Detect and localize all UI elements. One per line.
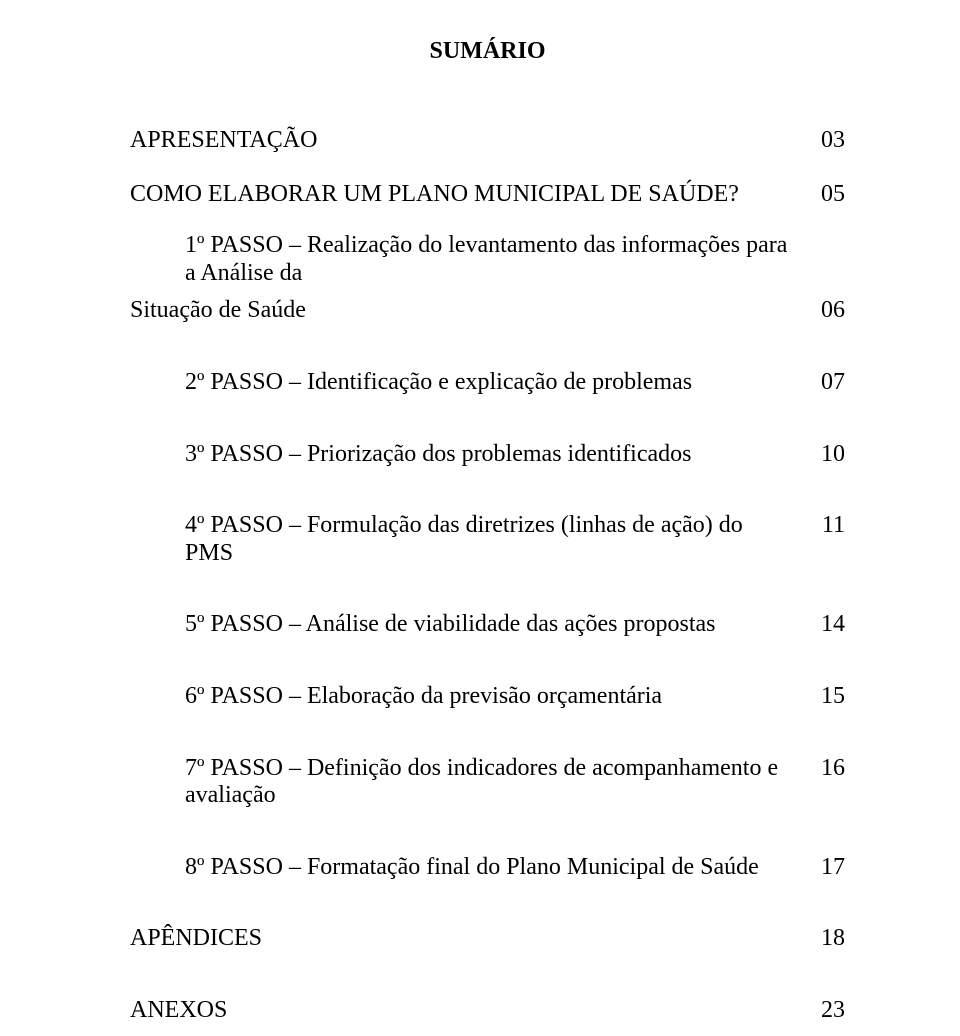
toc-entries: APRESENTAÇÃO 03 COMO ELABORAR UM PLANO M… <box>130 127 845 1025</box>
toc-entry: 3º PASSO – Priorização dos problemas ide… <box>130 441 845 469</box>
toc-heading: SUMÁRIO <box>130 38 845 65</box>
toc-entry: ANEXOS 23 <box>130 997 845 1025</box>
toc-entry-label: 2º PASSO – Identificação e explicação de… <box>130 369 815 397</box>
toc-entry-page: 14 <box>815 611 845 639</box>
toc-entry: APRESENTAÇÃO 03 <box>130 127 845 155</box>
toc-entry-label: 4º PASSO – Formulação das diretrizes (li… <box>130 512 815 567</box>
toc-entry-page: 16 <box>815 755 845 783</box>
toc-entry-page: 06 <box>815 297 845 325</box>
toc-entry: 5º PASSO – Análise de viabilidade das aç… <box>130 611 845 639</box>
toc-entry-page: 05 <box>815 181 845 209</box>
toc-entry-label: APÊNDICES <box>130 925 815 953</box>
toc-entry: 7º PASSO – Definição dos indicadores de … <box>130 755 845 810</box>
toc-entry: 6º PASSO – Elaboração da previsão orçame… <box>130 683 845 711</box>
toc-entry-line2: Situação de Saúde 06 <box>130 297 845 325</box>
toc-entry: COMO ELABORAR UM PLANO MUNICIPAL DE SAÚD… <box>130 181 845 209</box>
toc-entry-label: 7º PASSO – Definição dos indicadores de … <box>130 755 815 810</box>
toc-entry-label: 6º PASSO – Elaboração da previsão orçame… <box>130 683 815 711</box>
toc-entry-label: 1º PASSO – Realização do levantamento da… <box>130 232 815 287</box>
toc-entry-page: 11 <box>815 512 845 540</box>
toc-entry-page: 03 <box>815 127 845 155</box>
toc-entry-label: APRESENTAÇÃO <box>130 127 815 155</box>
toc-entry-label: 8º PASSO – Formatação final do Plano Mun… <box>130 854 815 882</box>
toc-entry: APÊNDICES 18 <box>130 925 845 953</box>
toc-entry-label: 3º PASSO – Priorização dos problemas ide… <box>130 441 815 469</box>
toc-entry: 8º PASSO – Formatação final do Plano Mun… <box>130 854 845 882</box>
toc-entry-line1: 1º PASSO – Realização do levantamento da… <box>130 232 845 287</box>
toc-entry-label: 5º PASSO – Análise de viabilidade das aç… <box>130 611 815 639</box>
toc-entry-page: 07 <box>815 369 845 397</box>
toc-entry: 2º PASSO – Identificação e explicação de… <box>130 369 845 397</box>
toc-entry-page: 23 <box>815 997 845 1025</box>
toc-entry-multiline: 1º PASSO – Realização do levantamento da… <box>130 232 845 325</box>
toc-entry-page: 18 <box>815 925 845 953</box>
toc-entry-label: Situação de Saúde <box>130 297 815 325</box>
toc-entry-page: 10 <box>815 441 845 469</box>
toc-entry-label: COMO ELABORAR UM PLANO MUNICIPAL DE SAÚD… <box>130 181 815 209</box>
toc-entry-page: 17 <box>815 854 845 882</box>
page-container: SUMÁRIO APRESENTAÇÃO 03 COMO ELABORAR UM… <box>0 0 960 1036</box>
toc-entry-label: ANEXOS <box>130 997 815 1025</box>
toc-entry-page: 15 <box>815 683 845 711</box>
toc-entry: 4º PASSO – Formulação das diretrizes (li… <box>130 512 845 567</box>
